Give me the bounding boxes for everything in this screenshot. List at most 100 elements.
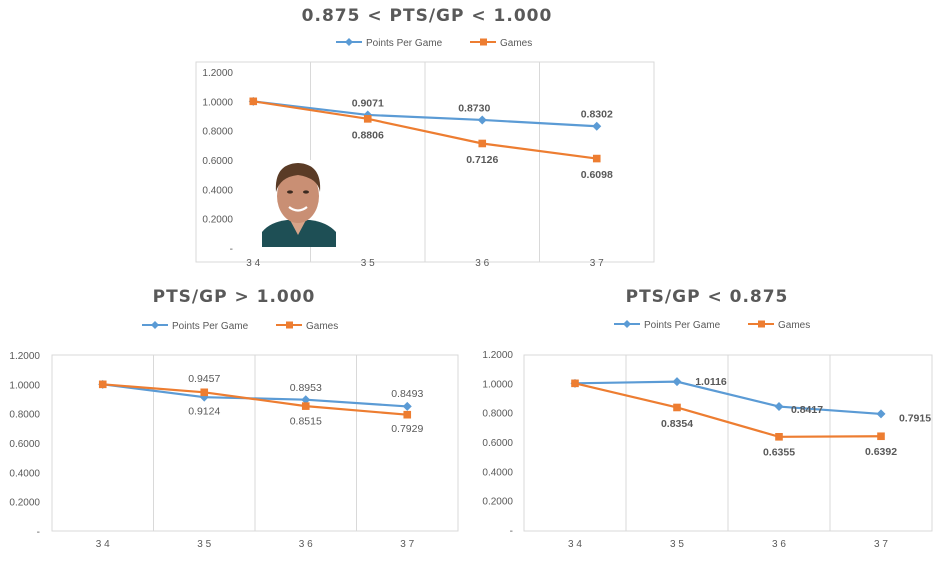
y-tick-label: - <box>510 526 513 537</box>
legend-label: Points Per Game <box>172 321 249 332</box>
y-tick-label: 1.0000 <box>9 380 40 391</box>
series-points-per-game: 1.0116 0.8417 0.7915 <box>570 376 931 424</box>
chart-1: 0.875 < PTS/GP < 1.000 Points Per Game Gam… <box>195 6 655 269</box>
y-tick-label: - <box>230 244 233 255</box>
y-tick-label: 0.6000 <box>482 438 513 449</box>
x-tick-label: 3 5 <box>670 539 684 550</box>
y-tick-label: 0.2000 <box>202 215 233 226</box>
data-point <box>363 115 372 123</box>
y-tick-label: 0.2000 <box>9 498 40 509</box>
y-tick-label: 0.4000 <box>482 467 513 478</box>
y-tick-label: 0.8000 <box>202 127 233 138</box>
legend-marker <box>758 320 765 328</box>
data-label: 0.9124 <box>188 406 220 418</box>
x-tick-label: 3 6 <box>299 539 313 550</box>
x-tick-label: 3 7 <box>400 539 414 550</box>
y-tick-label: 0.2000 <box>482 497 513 508</box>
data-point <box>672 377 682 387</box>
legend-marker <box>480 38 487 46</box>
legend-label: Points Per Game <box>366 38 443 49</box>
series-line <box>102 383 408 416</box>
series-line <box>253 100 597 160</box>
data-label: 0.8493 <box>391 388 423 400</box>
x-tick-label: 3 5 <box>197 539 211 550</box>
legend-label: Games <box>778 320 810 331</box>
data-label: 0.7126 <box>466 154 498 166</box>
chart-title: PTS/GP > 1.000 <box>153 287 316 307</box>
data-label: 0.8302 <box>581 109 613 121</box>
y-tick-label: 1.2000 <box>9 351 40 362</box>
data-point <box>200 388 209 397</box>
series-games: 0.8354 0.6355 0.6392 <box>571 379 897 458</box>
chart-3: PTS/GP < 0.875 Points Per Game Games 1.2000… <box>482 287 933 550</box>
data-label: 0.8417 <box>791 404 823 416</box>
data-point <box>592 121 602 131</box>
data-point <box>301 402 310 410</box>
legend: Points Per Game Games <box>336 38 532 49</box>
chart-title: 0.875 < PTS/GP < 1.000 <box>302 6 553 26</box>
series-games: 0.8806 0.7126 0.6098 <box>249 97 613 181</box>
legend-label: Games <box>306 321 338 332</box>
legend-marker <box>345 38 353 46</box>
data-point <box>301 395 311 405</box>
legend-marker <box>286 321 293 329</box>
data-label: 0.8354 <box>661 418 693 430</box>
y-tick-label: 0.6000 <box>9 439 40 450</box>
series-points-per-game: 0.9071 0.8730 0.8302 <box>248 96 613 131</box>
data-label: 0.9071 <box>352 97 384 109</box>
series-line <box>253 100 597 128</box>
series-line <box>574 380 882 416</box>
data-point <box>775 432 783 441</box>
y-tick-label: 1.2000 <box>202 68 233 79</box>
x-tick-label: 3 6 <box>772 539 786 550</box>
chart-2: PTS/GP > 1.000 Points Per Game Games 1.2000… <box>9 287 459 550</box>
x-tick-label: 3 7 <box>590 258 604 269</box>
data-point <box>249 97 258 106</box>
data-point <box>774 402 784 412</box>
y-tick-label: 0.4000 <box>9 468 40 479</box>
x-tick-label: 3 4 <box>568 539 582 550</box>
data-point <box>571 379 579 388</box>
data-point <box>98 380 107 389</box>
data-point <box>673 403 681 412</box>
x-tick-label: 3 5 <box>361 258 375 269</box>
y-tick-label: 1.2000 <box>482 350 513 361</box>
legend: Points Per Game Games <box>142 321 338 332</box>
data-label: 0.6392 <box>865 446 897 458</box>
series-line <box>574 382 882 438</box>
x-tick-label: 3 4 <box>246 258 260 269</box>
data-label: 0.8953 <box>290 382 322 394</box>
data-label: 0.7929 <box>391 423 423 435</box>
y-tick-label: 0.4000 <box>202 185 233 196</box>
y-tick-label: 1.0000 <box>482 379 513 390</box>
x-tick-label: 3 7 <box>874 539 888 550</box>
data-point <box>876 409 886 419</box>
data-point <box>477 115 487 125</box>
y-tick-label: 0.6000 <box>202 156 233 167</box>
data-point <box>478 139 487 148</box>
data-point <box>403 410 412 419</box>
legend-label: Games <box>500 38 532 49</box>
player-photo <box>261 160 336 247</box>
data-label: 1.0116 <box>695 376 727 388</box>
data-label: 0.8515 <box>290 416 322 428</box>
data-point <box>402 401 412 411</box>
data-label: 0.8806 <box>352 129 384 141</box>
data-point <box>592 154 601 163</box>
y-tick-label: 0.8000 <box>482 409 513 420</box>
data-label: 0.6355 <box>763 446 795 458</box>
legend-marker <box>623 320 631 328</box>
chart-title: PTS/GP < 0.875 <box>626 287 789 307</box>
legend-marker <box>151 321 159 329</box>
y-tick-label: 1.0000 <box>202 97 233 108</box>
data-point <box>877 432 885 441</box>
data-label: 0.8730 <box>458 102 490 114</box>
data-label: 0.9457 <box>188 373 220 385</box>
legend-label: Points Per Game <box>644 320 721 331</box>
data-label: 0.7915 <box>899 412 931 424</box>
y-tick-label: 0.8000 <box>9 410 40 421</box>
series-games: 0.9457 0.8515 0.7929 <box>98 373 423 435</box>
x-tick-label: 3 6 <box>475 258 489 269</box>
x-tick-label: 3 4 <box>96 539 110 550</box>
